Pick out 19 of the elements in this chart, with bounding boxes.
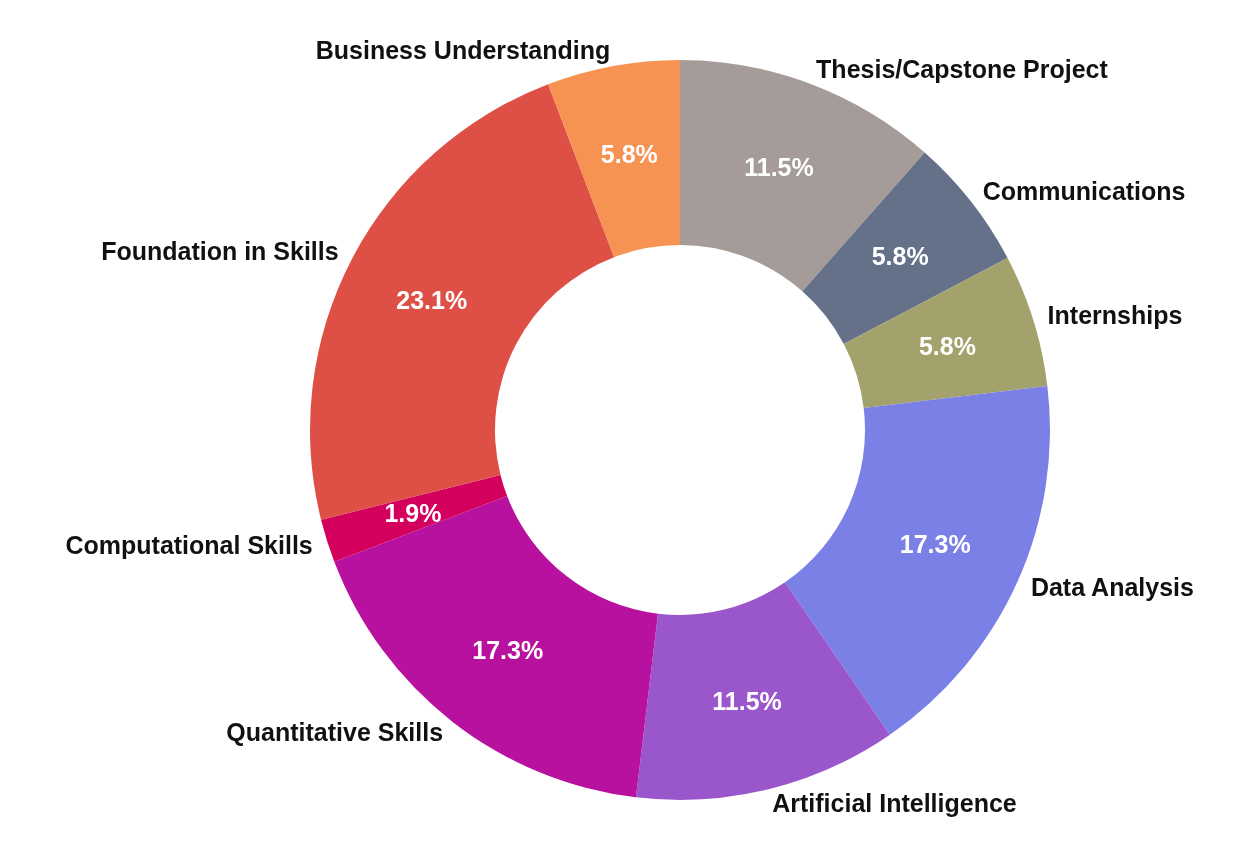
slice-label: Quantitative Skills <box>226 718 444 747</box>
data-label: 5.8% <box>918 331 976 360</box>
slice-label: Internships <box>1047 300 1183 329</box>
donut-slice <box>321 474 508 562</box>
slice-label: Thesis/Capstone Project <box>816 54 1109 83</box>
slice-label: Business Understanding <box>315 36 611 65</box>
data-label: 17.3% <box>899 530 971 559</box>
slice-label: Foundation in Skills <box>101 236 339 265</box>
data-label: 17.3% <box>472 635 544 664</box>
data-label: 23.1% <box>396 285 468 314</box>
data-label: 11.5% <box>744 153 814 182</box>
slice-label: Data Analysis <box>1030 573 1194 602</box>
slice-label: Computational Skills <box>65 530 313 559</box>
slice-label: Artificial Intelligence <box>772 788 1017 817</box>
data-label: 11.5% <box>712 686 782 715</box>
data-label: 1.9% <box>384 499 442 528</box>
data-label: 5.8% <box>600 139 658 168</box>
data-label: 5.8% <box>871 242 929 270</box>
slice-label: Communications <box>982 177 1186 206</box>
